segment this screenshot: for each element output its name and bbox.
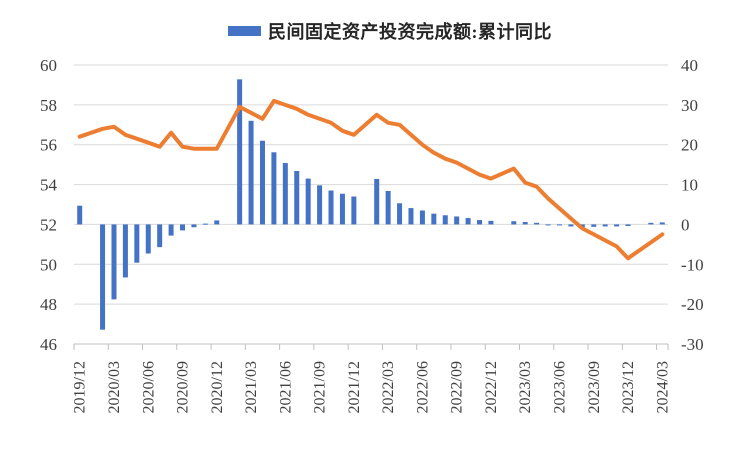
- left-axis-tick-label: 58: [40, 96, 57, 115]
- left-axis-tick-label: 46: [40, 335, 57, 354]
- bar: [591, 224, 597, 227]
- right-axis-tick-label: 40: [681, 56, 698, 75]
- right-axis-tick-label: -10: [681, 255, 704, 274]
- bar: [351, 196, 357, 225]
- x-axis-tick-label: 2023/06: [551, 361, 568, 413]
- bar: [191, 224, 197, 228]
- x-axis-tick-label: 2023/09: [586, 361, 603, 413]
- x-axis-tick-label: 2021/09: [312, 361, 329, 413]
- right-axis-tick-label: -30: [681, 335, 704, 354]
- left-axis-tick-label: 50: [40, 255, 57, 274]
- x-axis-tick-label: 2020/06: [140, 361, 157, 413]
- x-axis-tick-label: 2023/12: [620, 361, 637, 413]
- bar: [522, 222, 528, 225]
- bar: [659, 222, 665, 225]
- bar: [180, 224, 186, 231]
- bar: [339, 193, 345, 225]
- x-axis-tick-label: 2020/03: [106, 361, 123, 413]
- x-axis-tick-label: 2019/12: [72, 361, 89, 413]
- left-axis-tick-label: 60: [40, 56, 57, 75]
- bar: [317, 185, 323, 225]
- bar: [294, 171, 300, 225]
- bar: [408, 208, 414, 225]
- bar: [168, 224, 174, 236]
- bar: [556, 224, 562, 226]
- bar: [134, 224, 140, 263]
- bar: [545, 224, 551, 226]
- bar: [625, 224, 631, 227]
- bar: [385, 190, 391, 225]
- x-axis-tick-label: 2024/03: [654, 361, 671, 413]
- bar: [511, 221, 517, 225]
- bar: [419, 210, 425, 225]
- bar: [397, 203, 403, 225]
- bar: [259, 140, 265, 225]
- bar: [111, 224, 117, 300]
- bar: [454, 216, 460, 225]
- bar: [374, 178, 380, 225]
- x-axis-tick-label: 2021/06: [277, 361, 294, 413]
- line-series: [77, 98, 665, 261]
- bar: [271, 152, 277, 225]
- bar: [214, 220, 220, 225]
- bar: [282, 163, 288, 225]
- bar: [145, 224, 151, 254]
- bar: [248, 120, 254, 225]
- bar: [100, 224, 106, 330]
- chart-legend: 民间固定资产投资完成额:累计同比: [0, 18, 752, 44]
- bar: [237, 79, 243, 225]
- bar: [122, 224, 128, 278]
- right-axis-tick-label: 20: [681, 136, 698, 155]
- bar: [477, 220, 483, 225]
- bar: [534, 222, 540, 225]
- bar: [602, 224, 608, 227]
- x-axis-tick-label: 2020/09: [175, 361, 192, 413]
- x-axis-tick-label: 2021/12: [346, 361, 363, 413]
- bar: [648, 222, 654, 225]
- x-axis-tick-label: 2022/12: [483, 361, 500, 413]
- legend-bar-swatch: [228, 26, 261, 36]
- right-axis-tick-label: 30: [681, 96, 698, 115]
- x-axis-tick-label: 2023/03: [517, 361, 534, 413]
- x-axis-tick-label: 2020/12: [209, 361, 226, 413]
- bar: [431, 213, 437, 225]
- x-axis-tick-label: 2022/03: [380, 361, 397, 413]
- x-axis-tick-label: 2021/03: [243, 361, 260, 413]
- left-axis-tick-label: 48: [40, 295, 57, 314]
- legend-label: 民间固定资产投资完成额:累计同比: [268, 22, 552, 42]
- right-axis-tick-label: 0: [681, 215, 690, 234]
- bar: [202, 223, 208, 225]
- bar: [488, 220, 494, 225]
- bar: [305, 178, 311, 225]
- left-axis-tick-label: 52: [40, 215, 57, 234]
- bar: [77, 205, 83, 225]
- bar: [328, 190, 334, 225]
- bar: [614, 224, 620, 227]
- bar: [568, 224, 574, 227]
- right-axis-tick-label: 10: [681, 176, 698, 195]
- right-axis-tick-label: -20: [681, 295, 704, 314]
- left-axis-tick-label: 54: [40, 176, 58, 195]
- bar: [442, 215, 448, 225]
- bar: [465, 218, 471, 225]
- x-axis-tick-label: 2022/09: [449, 361, 466, 413]
- x-axis-tick-label: 2022/06: [414, 361, 431, 413]
- left-axis-tick-label: 56: [40, 136, 57, 155]
- bar: [157, 224, 163, 248]
